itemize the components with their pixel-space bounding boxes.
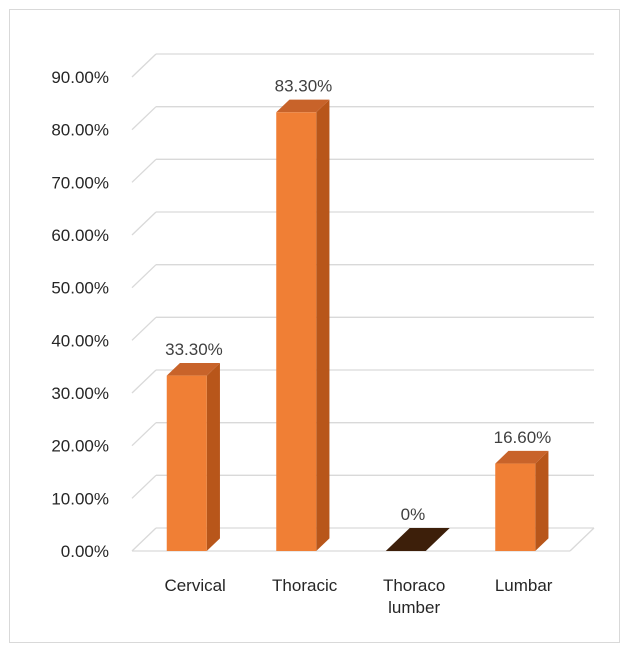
- y-tick-label: 60.00%: [51, 226, 109, 245]
- y-tick-label: 30.00%: [51, 384, 109, 403]
- y-tick-label: 50.00%: [51, 279, 109, 298]
- bars: [166, 99, 549, 552]
- y-tick-label: 10.00%: [51, 489, 109, 508]
- gridline-depth: [131, 53, 157, 78]
- bar-top: [495, 450, 549, 464]
- data-label: 16.60%: [494, 428, 552, 447]
- floor-edge-right: [569, 527, 595, 552]
- bar-side: [535, 450, 549, 551]
- bar-front: [166, 375, 207, 551]
- bar-cervical: [166, 362, 220, 551]
- gridline-depth: [131, 264, 157, 289]
- bar-thoracic: [276, 99, 330, 552]
- gridline-depth: [131, 106, 157, 131]
- gridline-depth: [131, 158, 157, 183]
- y-tick-label: 70.00%: [51, 173, 109, 192]
- bar-side: [316, 99, 330, 552]
- bar-thoraco-lumber: [385, 528, 450, 551]
- bar-lumbar: [495, 450, 549, 551]
- y-tick-label: 40.00%: [51, 331, 109, 350]
- y-axis-labels: 0.00% 10.00% 20.00% 30.00% 40.00% 50.00% 60.00…: [51, 68, 109, 561]
- bar-front: [495, 463, 536, 551]
- gridline-depth: [131, 211, 157, 236]
- x-tick-label: Thoraco: [383, 576, 445, 595]
- gridline-depth: [131, 316, 157, 341]
- x-tick-label: Lumbar: [495, 576, 553, 595]
- y-tick-label: 90.00%: [51, 68, 109, 87]
- gridline-depth: [131, 422, 157, 447]
- y-tick-label: 80.00%: [51, 121, 109, 140]
- bar-chart: 0.00% 10.00% 20.00% 30.00% 40.00% 50.00% 60.00…: [51, 53, 595, 617]
- y-tick-label: 0.00%: [61, 542, 109, 561]
- x-tick-label: Cervical: [164, 576, 225, 595]
- data-label: 83.30%: [275, 77, 333, 96]
- x-axis-labels: Cervical Thoracic Thoraco lumber Lumbar: [164, 576, 552, 617]
- data-label: 0%: [401, 505, 426, 524]
- data-label: 33.30%: [165, 340, 223, 359]
- gridline-depth: [131, 527, 157, 552]
- bar-top: [276, 99, 330, 113]
- gridline-depth: [131, 474, 157, 499]
- x-tick-label: Thoracic: [272, 576, 338, 595]
- bar-side: [206, 362, 220, 551]
- bar-front: [276, 112, 317, 551]
- bar-top: [166, 362, 220, 376]
- data-labels: 33.30% 83.30% 0% 16.60%: [165, 77, 551, 524]
- bar-top: [385, 528, 450, 551]
- chart-frame: 0.00% 10.00% 20.00% 30.00% 40.00% 50.00% 60.00…: [9, 9, 620, 643]
- gridline-depth: [131, 369, 157, 394]
- x-tick-label: lumber: [388, 598, 440, 617]
- y-tick-label: 20.00%: [51, 437, 109, 456]
